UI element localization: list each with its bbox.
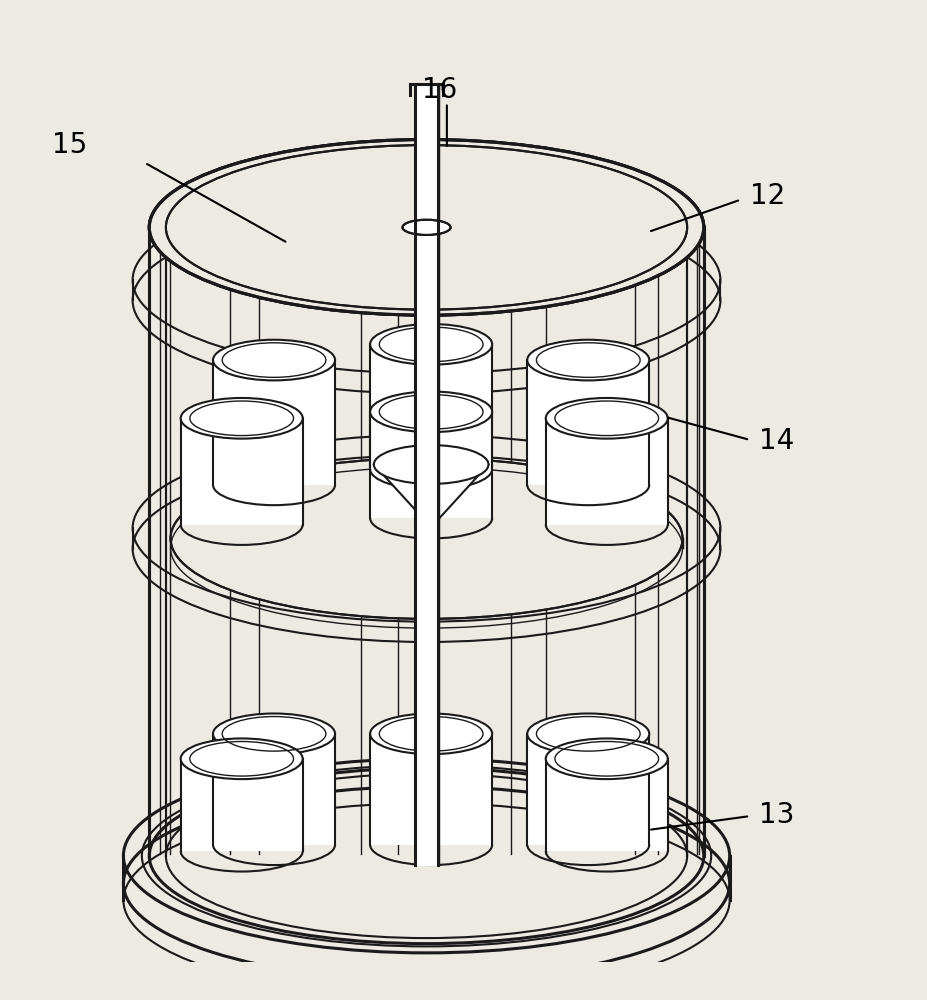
Polygon shape [370, 734, 492, 845]
Polygon shape [374, 465, 489, 518]
Ellipse shape [370, 391, 492, 432]
Ellipse shape [181, 738, 303, 779]
Ellipse shape [527, 713, 649, 754]
Polygon shape [546, 418, 667, 525]
Polygon shape [546, 759, 667, 851]
Ellipse shape [546, 398, 667, 439]
Text: 14: 14 [759, 427, 794, 455]
Polygon shape [527, 360, 649, 485]
Ellipse shape [213, 713, 335, 754]
Ellipse shape [370, 324, 492, 365]
Polygon shape [213, 360, 335, 485]
Ellipse shape [370, 713, 492, 754]
Ellipse shape [527, 340, 649, 380]
Ellipse shape [171, 458, 682, 619]
Ellipse shape [402, 220, 451, 235]
Ellipse shape [374, 445, 489, 484]
Ellipse shape [149, 140, 704, 315]
Polygon shape [181, 759, 303, 851]
Polygon shape [181, 418, 303, 525]
Polygon shape [527, 734, 649, 845]
Text: 16: 16 [422, 76, 457, 104]
Ellipse shape [546, 738, 667, 779]
Text: 12: 12 [750, 182, 785, 210]
Polygon shape [370, 412, 492, 518]
Ellipse shape [213, 340, 335, 380]
Ellipse shape [423, 515, 439, 521]
Polygon shape [370, 344, 492, 469]
Text: 15: 15 [52, 131, 87, 159]
Ellipse shape [149, 140, 704, 315]
Polygon shape [213, 734, 335, 845]
Text: 13: 13 [759, 801, 794, 829]
Ellipse shape [181, 398, 303, 439]
